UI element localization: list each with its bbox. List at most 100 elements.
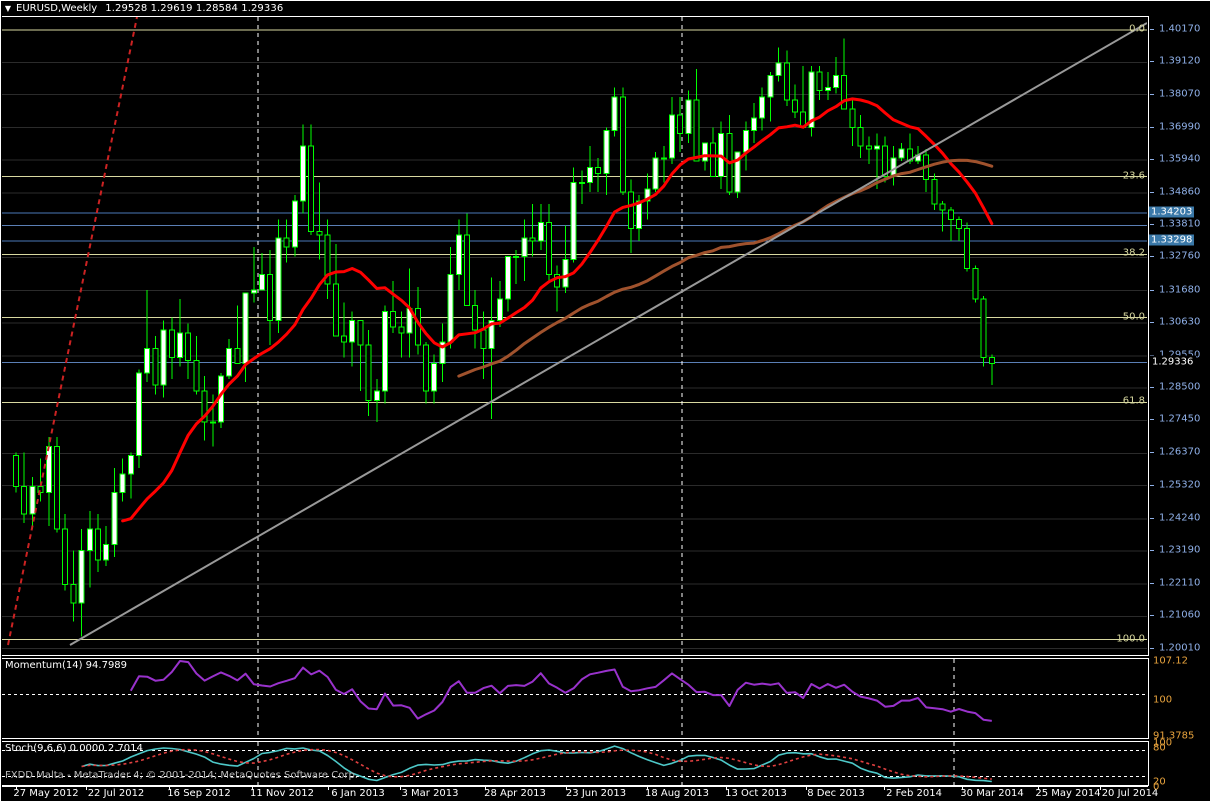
momentum-canvas[interactable] — [2, 659, 1147, 738]
candle-body — [529, 237, 536, 242]
price-scale-tick — [1150, 158, 1154, 160]
candle-body — [259, 274, 265, 291]
candle-body — [644, 188, 651, 202]
candle-body — [193, 360, 200, 392]
selected-price-label[interactable]: 1.34203 — [1149, 206, 1195, 218]
candle-body — [488, 320, 495, 349]
price-chart-canvas[interactable] — [2, 17, 1147, 655]
price-scale-label: 1.26370 — [1159, 446, 1201, 458]
price-scale-tick — [1150, 452, 1154, 454]
dashed-trend-line[interactable] — [7, 17, 138, 646]
candle-body — [660, 157, 667, 160]
candle-body — [628, 191, 634, 230]
price-scale-tick — [1150, 126, 1154, 128]
candle-body — [300, 145, 306, 202]
price-scale-tick — [1150, 29, 1154, 31]
price-scale-label: 1.36990 — [1159, 121, 1201, 133]
time-axis-tick — [328, 786, 329, 790]
momentum-pane[interactable] — [2, 658, 1148, 739]
price-scale-label: 1.35940 — [1159, 153, 1201, 165]
price-scale-label: 1.40170 — [1159, 23, 1201, 35]
candle-body — [341, 335, 347, 343]
price-scale-label: 1.32760 — [1159, 250, 1201, 262]
candle-body — [291, 200, 298, 248]
candle-body — [250, 289, 257, 294]
candle-body — [537, 222, 544, 242]
candle-body — [956, 218, 962, 230]
candle-body — [849, 108, 856, 128]
candle-body — [939, 203, 946, 211]
time-axis-label: 28 Apr 2013 — [484, 788, 546, 799]
candle-body — [464, 234, 470, 306]
candle-body — [324, 234, 331, 285]
stochastic-scale-label: 0 — [1153, 781, 1160, 793]
candle-body — [177, 332, 183, 358]
momentum-line[interactable] — [129, 660, 992, 722]
candle-body — [857, 126, 864, 147]
candle-body — [652, 157, 659, 190]
candle-body — [480, 329, 487, 349]
candle-body — [136, 372, 142, 457]
price-scale-tick — [1150, 484, 1154, 486]
candle-body — [783, 62, 790, 101]
stochastic-scale: 100 80 20 0 — [1149, 738, 1211, 793]
time-axis-label: 2 Feb 2014 — [886, 788, 942, 799]
time-axis-label: 25 May 2014 — [1035, 788, 1101, 799]
price-scale[interactable]: 1.40170 1.39120 1.38070 1.36990 1.35940 1.348… — [1149, 16, 1211, 656]
price-scale-tick — [1150, 224, 1154, 226]
candle-body — [578, 182, 585, 185]
time-axis-tick — [1100, 786, 1101, 790]
candle-body — [546, 222, 552, 276]
price-scale-tick — [1150, 192, 1154, 194]
candle-body — [160, 329, 167, 386]
price-scale-label: 1.25320 — [1159, 479, 1201, 491]
moving-average-slow[interactable] — [457, 158, 994, 378]
candle-body — [710, 142, 716, 177]
time-axis-tick — [962, 786, 963, 790]
candle-body — [275, 237, 282, 322]
price-scale-label: 1.24240 — [1159, 512, 1201, 524]
candle-body — [988, 356, 995, 365]
time-axis-label: 16 Sep 2012 — [167, 788, 231, 799]
candle-body — [685, 99, 692, 135]
stochastic-title: Stoch(9,6,6) 0.0000 2.7014 — [5, 743, 143, 754]
candle-body — [95, 528, 101, 561]
stochastic-pane[interactable] — [2, 741, 1148, 786]
trend-line[interactable] — [69, 22, 1147, 646]
candlestick-series[interactable] — [13, 38, 995, 637]
time-axis-tick — [400, 786, 401, 790]
time-axis-line — [2, 786, 1148, 787]
chart-header: ▼ EURUSD,Weekly 1.29528 1.29619 1.28584 1.… — [1, 1, 1210, 16]
chevron-down-icon[interactable]: ▼ — [4, 4, 12, 13]
candle-body — [447, 274, 454, 343]
momentum-scale: 107.12 100 91.3785 — [1149, 656, 1211, 742]
selected-price-label[interactable]: 1.33298 — [1149, 234, 1195, 246]
candle-body — [127, 455, 134, 475]
candle-body — [423, 344, 429, 392]
candle-body — [455, 234, 462, 276]
candle-body — [332, 283, 339, 337]
price-scale-label: 1.21060 — [1159, 609, 1201, 621]
candle-body — [209, 421, 216, 424]
time-axis-label: 13 Oct 2013 — [725, 788, 787, 799]
time-axis-label: 18 Aug 2013 — [644, 788, 710, 799]
moving-average-fast[interactable] — [121, 97, 994, 523]
stochastic-pane-right-border — [1148, 741, 1149, 786]
candle-body — [308, 145, 315, 233]
stochastic-main-line[interactable] — [81, 745, 992, 783]
candle-body — [521, 237, 528, 257]
price-scale-tick — [1150, 289, 1154, 291]
candle-body — [267, 274, 274, 322]
broker-copyright: FXDD Malta - MetaTrader 4; © 2001-2014; … — [5, 770, 358, 781]
stochastic-canvas[interactable] — [2, 742, 1147, 785]
stochastic-signal-line[interactable] — [81, 748, 992, 780]
candle-body — [13, 455, 19, 487]
time-axis-tick — [169, 786, 170, 790]
time-axis[interactable]: 27 May 2012 22 Jul 2012 16 Sep 2012 11 Nov … — [2, 786, 1210, 802]
candle-body — [283, 237, 290, 248]
price-pane[interactable] — [2, 16, 1148, 656]
price-scale-label: 1.33810 — [1159, 218, 1201, 230]
time-axis-label: 20 Jul 2014 — [1101, 788, 1159, 799]
candle-body — [54, 445, 60, 530]
